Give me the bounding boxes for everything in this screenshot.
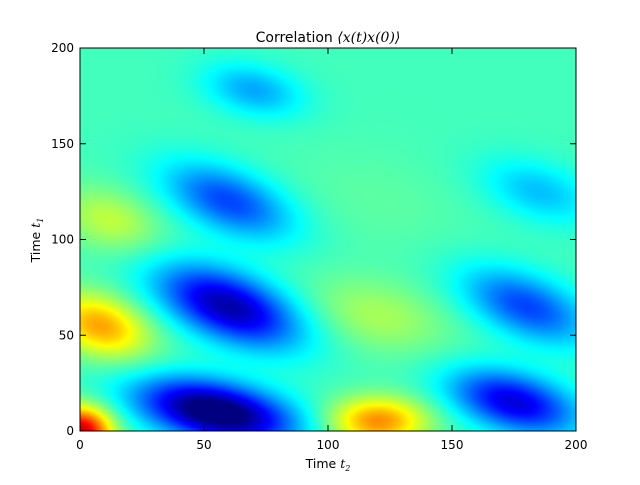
x-tick-label: 200 <box>565 438 588 452</box>
heatmap-area <box>79 47 577 432</box>
x-tick-label: 100 <box>317 438 340 452</box>
x-axis-label-sub: 2 <box>344 464 350 473</box>
x-tick-label: 0 <box>76 438 84 452</box>
heatmap-image <box>80 48 576 431</box>
x-tick-label: 50 <box>196 438 211 452</box>
chart-title-text: Correlation <box>256 30 338 46</box>
y-axis-label-var: t <box>28 222 43 228</box>
y-axis-label: Time t1 <box>28 218 45 264</box>
y-tick-label: 0 <box>66 424 74 438</box>
y-tick-label: 100 <box>51 233 74 247</box>
chart-title-math: ⟨x(t)x(0)⟩ <box>337 30 400 46</box>
x-tick-label: 150 <box>441 438 464 452</box>
x-axis: 0 50 100 150 200 <box>76 48 587 452</box>
y-tick-label: 200 <box>51 41 74 55</box>
x-axis-label: Time t2 <box>305 456 351 473</box>
chart-title: Correlation ⟨x(t)x(0)⟩ <box>256 30 401 46</box>
y-tick-label: 150 <box>51 137 74 151</box>
y-axis-label-text: Time <box>28 228 43 264</box>
x-axis-label-var: t <box>340 456 346 471</box>
y-axis: 0 50 100 150 200 <box>51 41 576 438</box>
heatmap-canvas <box>80 48 576 431</box>
y-tick-label: 50 <box>59 328 74 342</box>
y-axis-label-sub: 1 <box>36 218 45 223</box>
x-axis-label-text: Time <box>305 456 341 471</box>
